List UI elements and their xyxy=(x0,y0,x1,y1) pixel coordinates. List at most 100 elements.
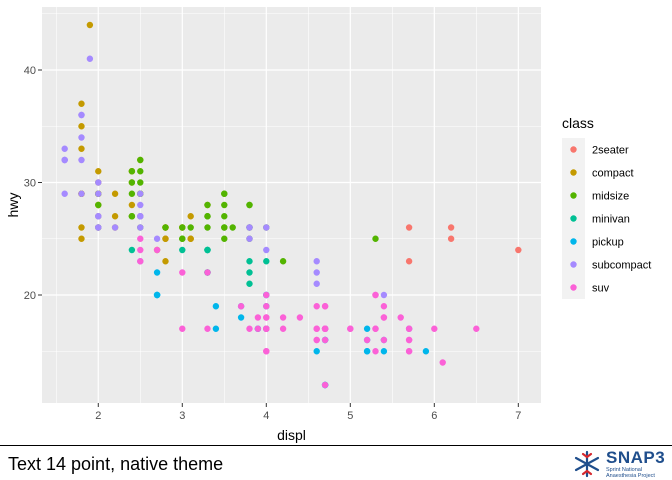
point-pickup xyxy=(422,348,430,355)
point-midsize xyxy=(179,224,186,231)
point-midsize xyxy=(246,201,253,209)
y-axis-title: hwy xyxy=(5,193,21,218)
point-midsize xyxy=(221,190,228,197)
point-compact xyxy=(162,258,169,265)
point-compact xyxy=(78,145,85,152)
point-compact xyxy=(128,201,136,209)
point-minivan xyxy=(246,258,253,265)
y-tick-label: 20 xyxy=(24,290,36,302)
point-2seater xyxy=(447,235,455,242)
x-tick-label: 3 xyxy=(179,410,185,422)
point-suv xyxy=(372,291,379,299)
legend-swatch-suv xyxy=(570,284,577,291)
point-midsize xyxy=(128,213,136,220)
point-suv xyxy=(254,325,262,332)
legend-title: class xyxy=(562,115,594,131)
legend-swatch-minivan xyxy=(570,215,577,222)
point-subcompact xyxy=(95,224,102,231)
point-pickup xyxy=(363,325,371,332)
point-suv xyxy=(204,325,211,332)
point-midsize xyxy=(137,168,144,175)
point-midsize xyxy=(204,224,211,231)
point-subcompact xyxy=(78,134,85,141)
point-subcompact xyxy=(313,258,320,265)
point-pickup xyxy=(313,348,320,355)
point-midsize xyxy=(95,201,102,209)
point-suv xyxy=(263,314,270,321)
point-suv xyxy=(439,359,446,366)
point-suv xyxy=(372,325,379,332)
legend-swatch-2seater xyxy=(570,146,577,153)
point-pickup xyxy=(380,348,388,355)
point-pickup xyxy=(153,291,161,299)
point-compact xyxy=(187,235,194,242)
point-pickup xyxy=(237,314,245,321)
point-suv xyxy=(137,246,144,254)
point-subcompact xyxy=(111,224,119,231)
point-suv xyxy=(313,325,320,332)
legend-label-subcompact: subcompact xyxy=(592,260,651,272)
point-2seater xyxy=(447,224,455,231)
point-midsize xyxy=(187,224,194,231)
point-compact xyxy=(95,168,102,175)
point-subcompact xyxy=(263,246,270,254)
point-suv xyxy=(431,325,438,332)
legend-label-suv: suv xyxy=(592,283,610,295)
legend-swatch-compact xyxy=(570,169,577,176)
point-suv xyxy=(380,314,388,321)
point-midsize xyxy=(229,224,236,231)
point-suv xyxy=(380,303,388,310)
point-compact xyxy=(111,190,119,197)
footer-caption: Text 14 point, native theme xyxy=(8,454,224,474)
point-suv xyxy=(204,269,211,276)
point-suv xyxy=(321,303,329,310)
point-midsize xyxy=(279,258,287,265)
point-midsize xyxy=(128,190,136,197)
point-suv xyxy=(405,348,413,355)
point-2seater xyxy=(515,246,522,254)
point-suv xyxy=(179,269,186,276)
point-compact xyxy=(78,224,85,231)
point-suv xyxy=(473,325,480,332)
y-tick-label: 40 xyxy=(24,65,36,77)
point-subcompact xyxy=(246,224,253,231)
point-minivan xyxy=(246,280,253,287)
point-compact xyxy=(86,21,94,29)
point-minivan xyxy=(263,258,270,265)
x-tick-label: 2 xyxy=(95,410,101,422)
point-suv xyxy=(380,336,388,344)
point-subcompact xyxy=(137,190,144,197)
point-2seater xyxy=(405,258,413,265)
snowflake-icon xyxy=(574,450,600,478)
point-subcompact xyxy=(263,224,270,231)
point-pickup xyxy=(212,303,220,310)
data-points xyxy=(61,21,522,389)
legend-label-compact: compact xyxy=(592,168,634,180)
point-suv xyxy=(405,336,413,344)
point-suv xyxy=(263,303,270,310)
point-suv xyxy=(279,325,287,332)
grid-lines xyxy=(42,7,541,403)
legend-label-pickup: pickup xyxy=(592,237,624,249)
x-axis-title: displ xyxy=(277,427,306,443)
legend-label-2seater: 2seater xyxy=(592,145,629,157)
point-midsize xyxy=(179,235,186,242)
point-compact xyxy=(78,235,85,242)
point-midsize xyxy=(204,213,211,220)
logo-wordmark: SNAP3 xyxy=(606,448,666,467)
point-midsize xyxy=(137,179,144,186)
point-subcompact xyxy=(246,235,253,242)
legend: class 2seater compact midsize minivan pickup… xyxy=(562,115,651,299)
point-midsize xyxy=(128,168,136,175)
point-suv xyxy=(313,303,320,310)
legend-swatch-pickup xyxy=(570,238,577,245)
point-suv xyxy=(405,325,413,332)
point-compact xyxy=(78,100,85,107)
point-suv xyxy=(153,246,161,254)
point-suv xyxy=(263,325,270,332)
x-tick-label: 7 xyxy=(515,410,521,422)
point-suv xyxy=(263,348,270,355)
point-minivan xyxy=(179,246,186,254)
point-midsize xyxy=(372,235,379,242)
point-2seater xyxy=(405,224,413,231)
